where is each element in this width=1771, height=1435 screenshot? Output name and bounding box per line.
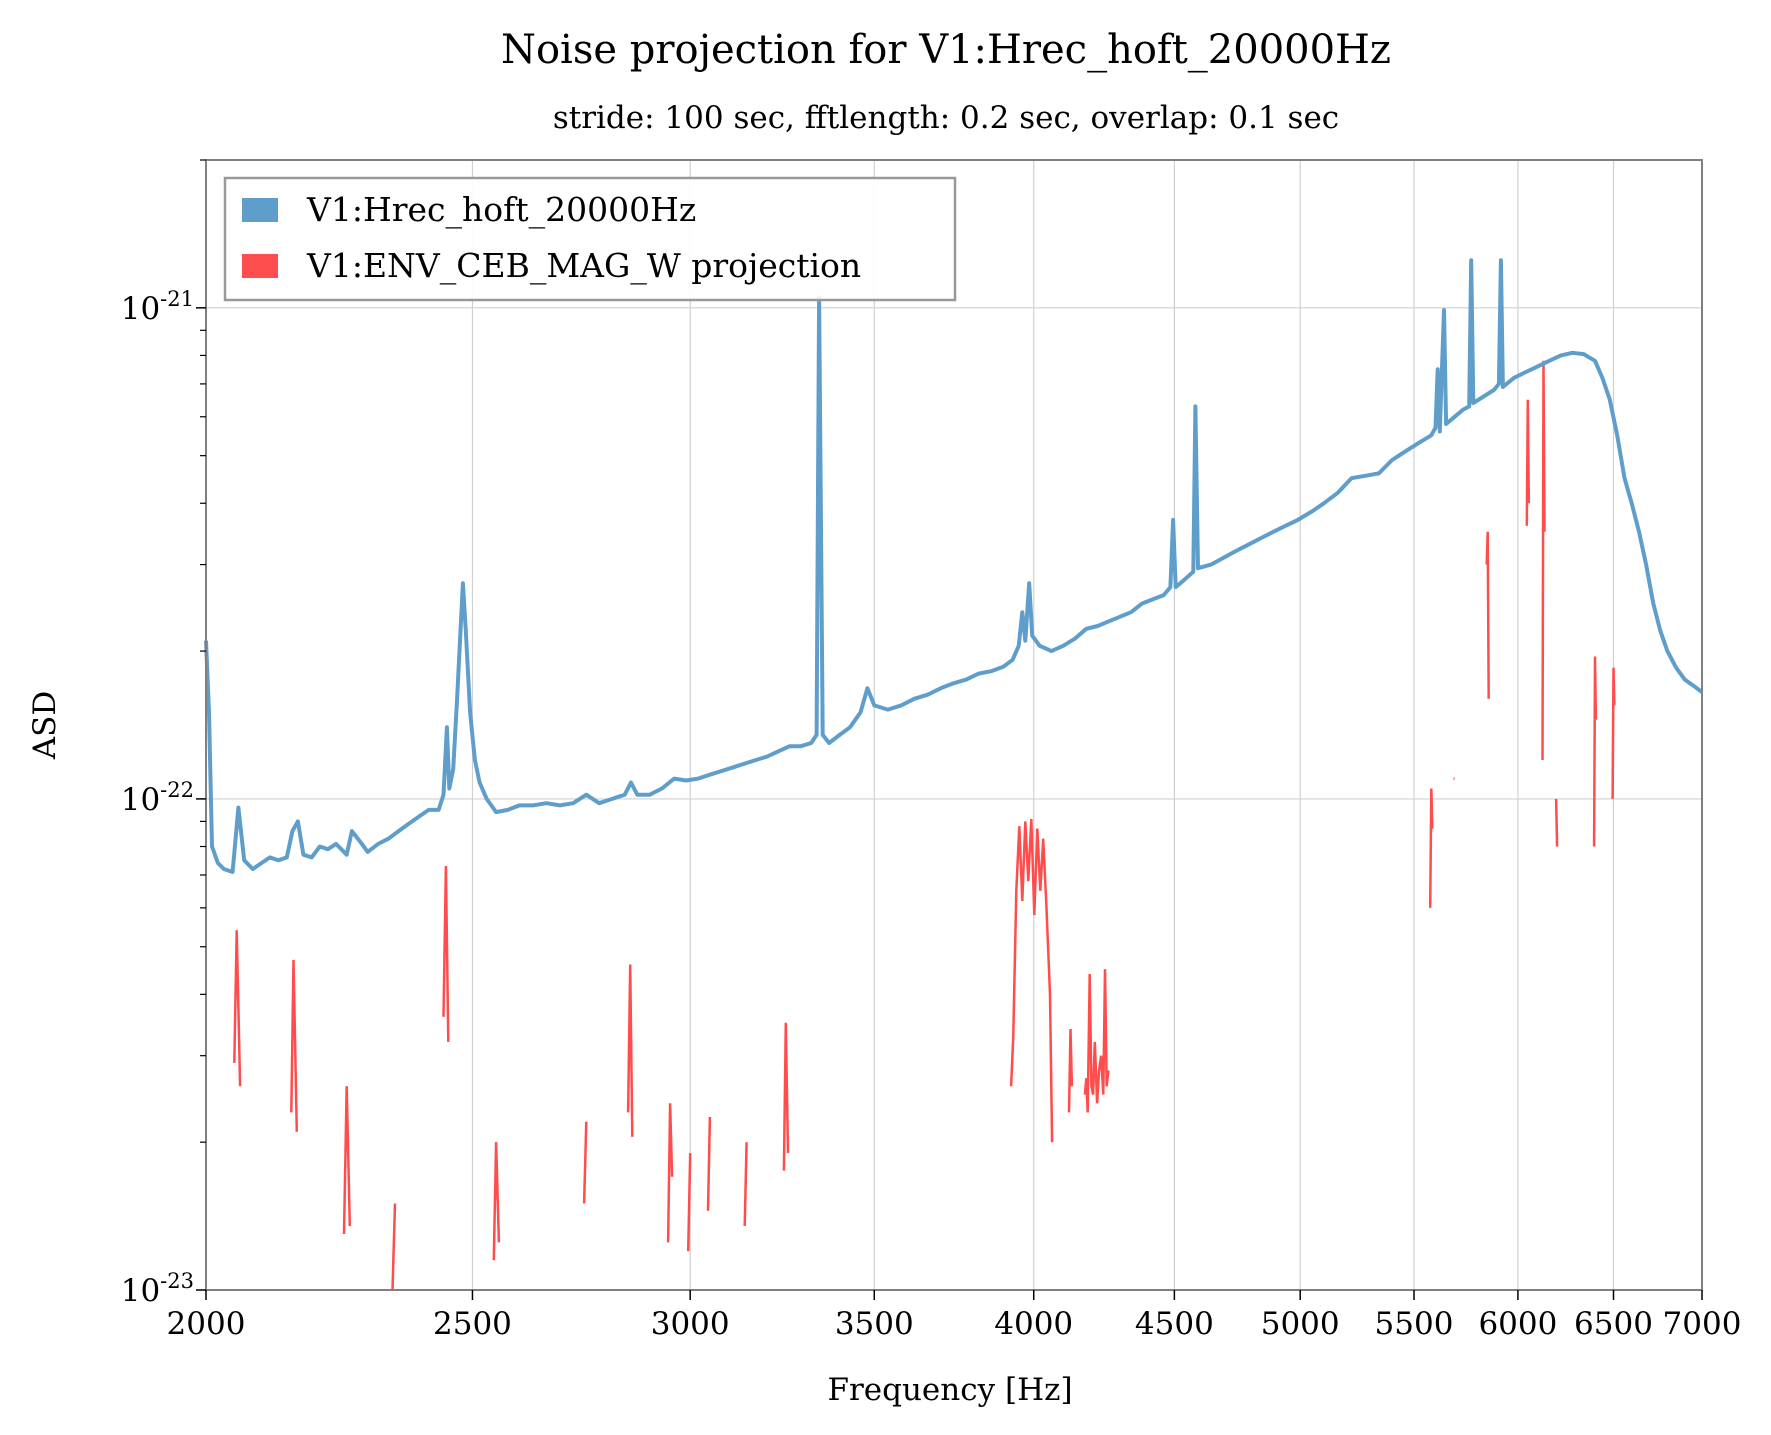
- x-tick-label: 2000: [167, 1306, 246, 1342]
- x-tick-label: 6500: [1574, 1306, 1653, 1342]
- projection-series-segment: [1611, 667, 1616, 799]
- x-tick-label: 5500: [1375, 1306, 1454, 1342]
- projection-series-segment: [1067, 1028, 1074, 1113]
- projection-series-segment: [290, 959, 299, 1132]
- plot-series: [204, 258, 1704, 1291]
- projection-series-segment: [1541, 360, 1546, 761]
- y-tick-label: 10-23: [121, 1269, 194, 1309]
- legend: V1:Hrec_hoft_20000Hz V1:ENV_CEB_MAG_W pr…: [223, 176, 957, 302]
- projection-series-segment: [442, 865, 450, 1042]
- x-tick-label: 7000: [1663, 1306, 1742, 1342]
- chart-subtitle: stride: 100 sec, fftlength: 0.2 sec, ove…: [553, 100, 1339, 136]
- legend-swatch-hoft: [242, 198, 278, 222]
- x-axis-label: Frequency [Hz]: [827, 1372, 1072, 1408]
- x-tick-label: 2500: [433, 1306, 512, 1342]
- y-tick-label: 10-21: [121, 287, 194, 327]
- projection-series-segment: [743, 1142, 748, 1227]
- projection-series-segment: [686, 1153, 692, 1252]
- projection-series-segment: [626, 964, 634, 1137]
- projection-series-segment: [233, 930, 242, 1087]
- projection-series-segment: [342, 1086, 352, 1235]
- x-tick-label: 3500: [835, 1306, 914, 1342]
- hoft-series-line: [204, 258, 1704, 874]
- x-tick-label: 3000: [651, 1306, 730, 1342]
- legend-box: [223, 176, 957, 302]
- projection-series-segment: [1009, 818, 1054, 1143]
- y-axis-label: ASD: [27, 691, 63, 760]
- legend-label-projection: V1:ENV_CEB_MAG_W projection: [306, 246, 861, 286]
- legend-label-hoft: V1:Hrec_hoft_20000Hz: [306, 190, 696, 230]
- projection-series-segment: [1428, 788, 1434, 908]
- projection-series-segment: [391, 1203, 397, 1291]
- grid-lines: [205, 160, 1703, 1291]
- x-axis: 2000 2500 3000 3500 4000 4500 5000 5500 6000 6500…: [167, 1290, 1742, 1342]
- chart-title: Noise projection for V1:Hrec_hoft_20000H…: [501, 27, 1391, 73]
- projection-series-segment: [706, 1116, 712, 1211]
- x-tick-label: 6000: [1478, 1306, 1557, 1342]
- y-tick-label: 10-22: [121, 778, 194, 818]
- projection-series-segment: [1554, 798, 1559, 847]
- projection-series-segment: [1592, 656, 1598, 847]
- y-axis: 10-23 10-22 10-21: [121, 159, 206, 1309]
- projection-series-segment: [1525, 399, 1531, 526]
- projection-series-segment: [782, 1022, 790, 1171]
- x-tick-label: 4500: [1135, 1306, 1214, 1342]
- projection-series-segment: [1083, 969, 1110, 1113]
- x-tick-label: 4000: [994, 1306, 1073, 1342]
- projection-series-segment: [492, 1142, 501, 1261]
- legend-swatch-projection: [242, 254, 278, 278]
- projection-series-segment: [1485, 531, 1490, 699]
- projection-series-segment: [582, 1121, 588, 1204]
- x-tick-label: 5000: [1261, 1306, 1340, 1342]
- projection-series-segment: [666, 1103, 674, 1243]
- plot-frame: [205, 159, 1703, 1291]
